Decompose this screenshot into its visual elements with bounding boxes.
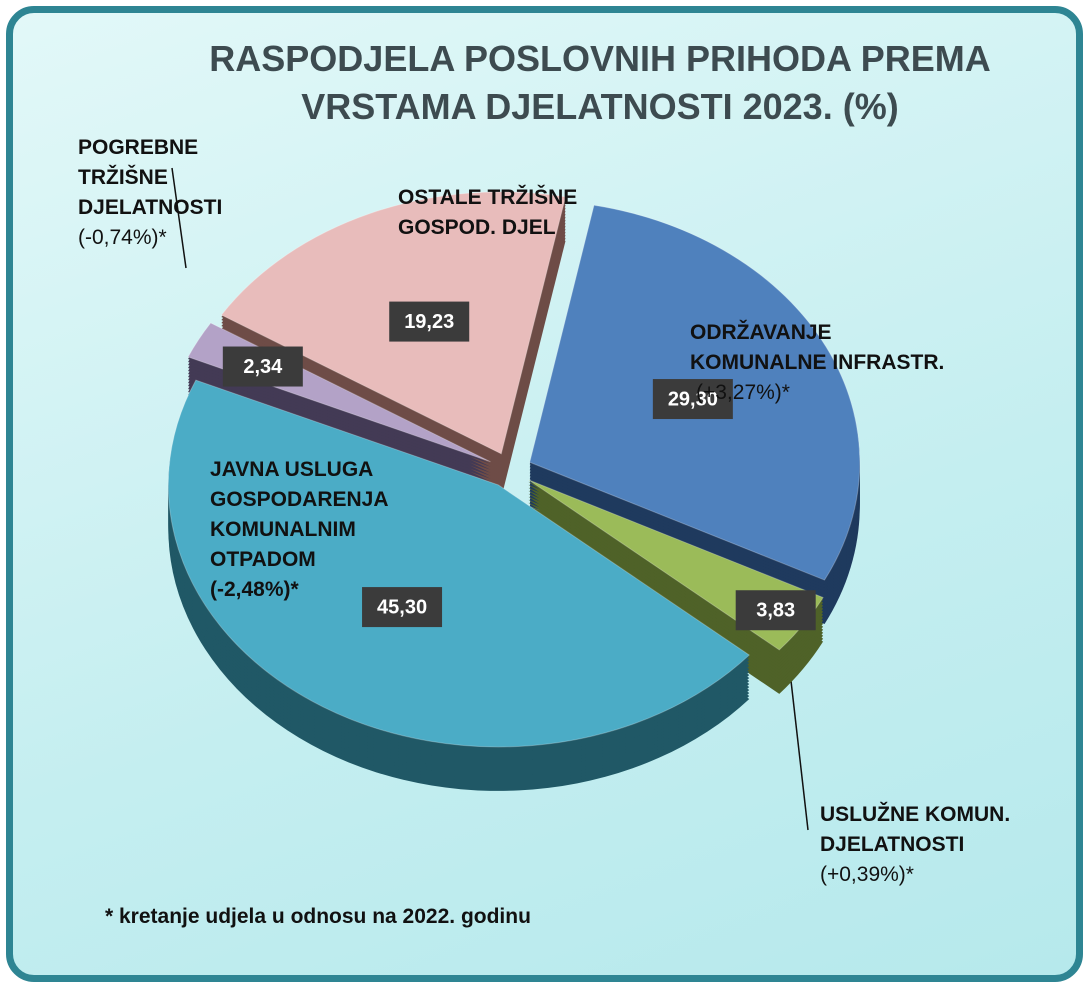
change-label: (+0,39%)* — [820, 863, 914, 886]
change-label: (-0,74%)* — [78, 226, 167, 249]
category-name: USLUŽNE KOMUN. DJELATNOSTI — [820, 803, 1011, 856]
category-name: JAVNA USLUGA GOSPODARENJA KOMUNALNIM OTP… — [210, 458, 388, 571]
value-label: 2,34 — [243, 356, 283, 378]
category-label: ODRŽAVANJE KOMUNALNE INFRASTR. (+3,27%)* — [690, 318, 960, 408]
change-label: (+3,27%)* — [696, 381, 790, 404]
leader-line — [171, 167, 187, 269]
category-name: OSTALE TRŽIŠNE GOSPOD. DJEL — [398, 186, 578, 239]
value-label-box — [389, 301, 470, 342]
leader-line — [789, 671, 809, 831]
category-label: USLUŽNE KOMUN. DJELATNOSTI (+0,39%)* — [820, 800, 1080, 890]
value-label: 3,83 — [756, 600, 795, 622]
value-label-box — [222, 346, 303, 387]
category-name: ODRŽAVANJE KOMUNALNE INFRASTR. — [690, 321, 945, 374]
category-label: JAVNA USLUGA GOSPODARENJA KOMUNALNIM OTP… — [210, 455, 410, 605]
category-label: OSTALE TRŽIŠNE GOSPOD. DJEL — [398, 183, 618, 243]
category-name: POGREBNE TRŽIŠNE DJELATNOSTI — [78, 136, 223, 219]
chart-title: RASPODJELA POSLOVNIH PRIHODA PREMA — [209, 38, 991, 79]
slice — [167, 379, 751, 748]
value-label: 45,30 — [377, 596, 427, 618]
category-label: POGREBNE TRŽIŠNE DJELATNOSTI (-0,74%)* — [78, 133, 228, 253]
value-label-box — [362, 587, 443, 628]
value-label-box — [735, 590, 816, 631]
footnote: * kretanje udjela u odnosu na 2022. godi… — [105, 905, 531, 928]
value-label: 19,23 — [404, 311, 454, 333]
chart-title: VRSTAMA DJELATNOSTI 2023. (%) — [301, 86, 899, 127]
value-label: 29,30 — [668, 388, 718, 410]
change-label: (-2,48%)* — [210, 578, 299, 601]
value-label-box — [652, 379, 733, 420]
